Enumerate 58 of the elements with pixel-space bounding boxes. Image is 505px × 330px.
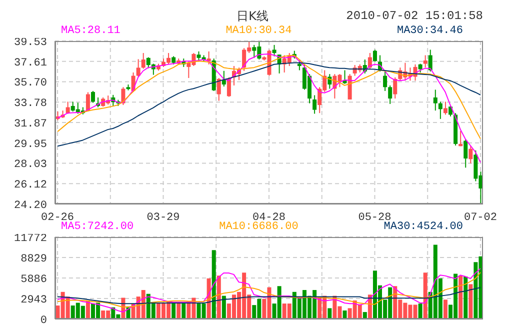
candlestick (372, 49, 377, 62)
y-tick-label: 5886 (20, 274, 47, 286)
candlestick (383, 71, 388, 92)
text: 2010-07-02 15:01:58 (346, 8, 483, 24)
text: MA10:6686.00 (219, 220, 298, 234)
candlestick (226, 76, 231, 98)
y-tick-label: 33.78 (14, 98, 47, 110)
bar (212, 250, 216, 319)
candlestick (423, 54, 428, 68)
candlestick (312, 94, 317, 114)
candlestick (464, 138, 468, 168)
candlestick (91, 90, 95, 104)
x-tick-label: 03-29 (146, 212, 180, 224)
chart-title: 日K线 (236, 9, 268, 23)
y-tick-label: 11772 (14, 232, 47, 245)
candlestick (428, 49, 432, 72)
bar (418, 304, 422, 319)
y-tick-label: 35.70 (14, 78, 47, 90)
text: MA30:34.46 (396, 24, 463, 38)
candlestick (438, 101, 442, 120)
bar (458, 276, 463, 319)
y-tick-label: 31.87 (14, 118, 47, 130)
bar (182, 304, 186, 319)
y-tick-label: 0 (40, 314, 47, 327)
text: MA30:4524.00 (384, 220, 463, 234)
bar (328, 308, 332, 319)
candlestick (393, 76, 398, 100)
text: MA5:7242.00 (61, 220, 134, 234)
candlestick (222, 70, 226, 88)
bar (216, 276, 221, 319)
candlestick (136, 58, 140, 78)
y-tick-label: 2943 (20, 294, 47, 306)
series-label: MA10:30.34 (226, 24, 292, 38)
y-tick-label: 28.03 (14, 159, 47, 172)
y-tick-label: 39.53 (14, 36, 47, 49)
candlestick (433, 89, 438, 112)
bar (423, 272, 428, 319)
bar (443, 300, 448, 319)
bar (464, 276, 468, 319)
bar (468, 284, 473, 319)
bar (222, 296, 226, 319)
candlestick (216, 78, 221, 102)
y-tick-label: 8829 (20, 253, 47, 266)
y-tick-label: 37.61 (14, 57, 48, 70)
candlestick (468, 146, 473, 164)
y-tick-label: 26.12 (14, 179, 47, 192)
candlestick (443, 101, 448, 116)
y-tick-label: 29.95 (14, 138, 47, 151)
y-tick-label: 24.20 (14, 200, 47, 212)
candlestick (141, 52, 146, 70)
candlestick (348, 74, 352, 100)
text: MA5:28.11 (61, 24, 120, 38)
line-series (57, 286, 481, 304)
candlestick (328, 74, 332, 90)
candlestick (388, 84, 392, 104)
x-tick-label: 07-02 (464, 212, 497, 224)
candlestick (66, 101, 70, 114)
candlestick (272, 44, 276, 57)
